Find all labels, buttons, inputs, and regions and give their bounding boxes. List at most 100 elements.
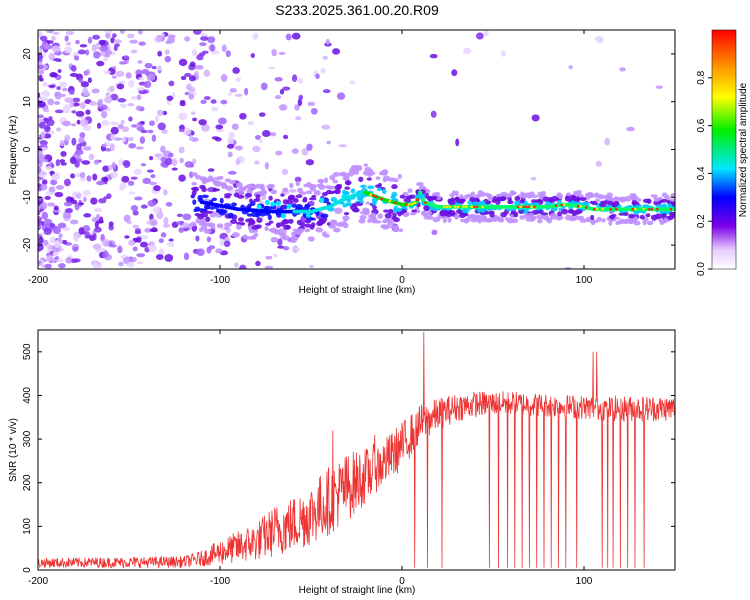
band-blob — [531, 199, 537, 204]
band-blob — [251, 228, 259, 233]
noise-blob — [277, 238, 283, 246]
band-blob — [228, 212, 234, 219]
band-blob — [320, 213, 329, 219]
band-blob — [500, 211, 508, 218]
noise-blob — [62, 211, 72, 219]
noise-blob — [92, 243, 102, 250]
band-blob — [283, 224, 291, 230]
noise-blob — [244, 87, 249, 96]
band-blob — [200, 224, 208, 231]
band-blob — [248, 198, 253, 203]
noise-blob — [124, 235, 130, 239]
noise-blob — [167, 36, 175, 44]
noise-blob — [211, 136, 220, 140]
band-blob — [384, 213, 392, 219]
noise-blob — [132, 246, 138, 252]
noise-blob — [38, 188, 43, 192]
noise-blob — [267, 66, 275, 70]
noise-blob — [79, 44, 88, 48]
noise-blob — [182, 127, 192, 136]
noise-blob — [278, 104, 288, 111]
spectrogram-x-tick-label: -100 — [210, 275, 230, 286]
noise-blob — [69, 219, 79, 225]
noise-blob — [336, 92, 346, 100]
noise-blob — [130, 95, 139, 100]
band-blob — [201, 194, 209, 199]
noise-blob — [103, 70, 112, 75]
noise-blob — [79, 119, 89, 127]
noise-blob — [184, 72, 192, 78]
noise-blob — [38, 236, 44, 244]
band-blob — [332, 172, 341, 177]
band-blob — [342, 203, 348, 208]
band-blob — [305, 190, 313, 195]
band-blob — [282, 187, 289, 193]
band-blob — [201, 187, 207, 193]
noise-blob — [44, 108, 50, 113]
colorbar-ticks: 0.0 0.2 0.4 0.6 0.8 — [696, 70, 712, 276]
band-blob — [270, 236, 279, 243]
noise-blob — [136, 87, 146, 91]
noise-blob — [151, 65, 157, 70]
noise-blob — [118, 61, 127, 65]
noise-blob — [101, 119, 110, 126]
band-blob — [479, 214, 488, 221]
band-blob — [270, 189, 278, 195]
noise-blob — [57, 69, 62, 73]
noise-blob — [151, 134, 157, 143]
noise-blob — [132, 210, 139, 216]
noise-blob — [168, 238, 174, 242]
noise-blob — [288, 189, 297, 193]
noise-blob — [475, 32, 484, 40]
band-blob — [358, 218, 366, 224]
band-blob — [664, 195, 671, 200]
ridge-cyan-spot — [281, 213, 287, 219]
band-blob — [289, 182, 294, 189]
noise-blob — [332, 48, 341, 55]
noise-blob — [149, 228, 158, 233]
snr-y-tick-label: 100 — [22, 518, 33, 535]
noise-blob — [305, 159, 315, 166]
snr-x-tick-label: 100 — [576, 576, 593, 587]
noise-blob — [140, 129, 148, 134]
noise-blob — [220, 99, 228, 105]
noise-blob — [97, 122, 102, 129]
noise-blob — [128, 143, 137, 149]
noise-blob — [63, 104, 72, 110]
noise-blob — [229, 88, 237, 93]
ridge-peak — [415, 198, 420, 201]
noise-blob — [182, 213, 192, 221]
band-blob — [590, 214, 595, 221]
band-blob — [358, 176, 364, 183]
noise-blob — [43, 227, 52, 235]
noise-blob — [38, 209, 41, 216]
figure-title: S233.2025.361.00.20.R09 — [275, 2, 439, 18]
noise-blob — [139, 241, 148, 248]
band-blob — [261, 190, 266, 197]
noise-blob — [38, 218, 41, 227]
noise-blob — [530, 177, 537, 181]
noise-blob — [220, 73, 228, 82]
noise-blob — [75, 39, 80, 45]
noise-blob — [93, 51, 101, 59]
band-blob — [447, 217, 452, 223]
noise-blob — [455, 138, 460, 147]
noise-blob — [69, 156, 77, 165]
noise-blob — [154, 153, 163, 158]
band-blob — [377, 182, 382, 188]
band-blob — [195, 218, 200, 224]
band-blob — [589, 193, 595, 198]
noise-blob — [301, 148, 309, 156]
band-blob — [459, 194, 464, 200]
band-blob — [471, 217, 479, 221]
noise-blob — [123, 55, 129, 60]
ridge-cyan-spot — [275, 200, 281, 206]
noise-blob — [181, 222, 189, 228]
noise-blob — [281, 168, 289, 176]
band-blob — [400, 209, 408, 214]
band-blob — [321, 191, 328, 197]
band-blob — [194, 206, 201, 212]
band-blob — [387, 221, 396, 226]
noise-blob — [54, 91, 62, 100]
noise-blob — [104, 30, 113, 34]
